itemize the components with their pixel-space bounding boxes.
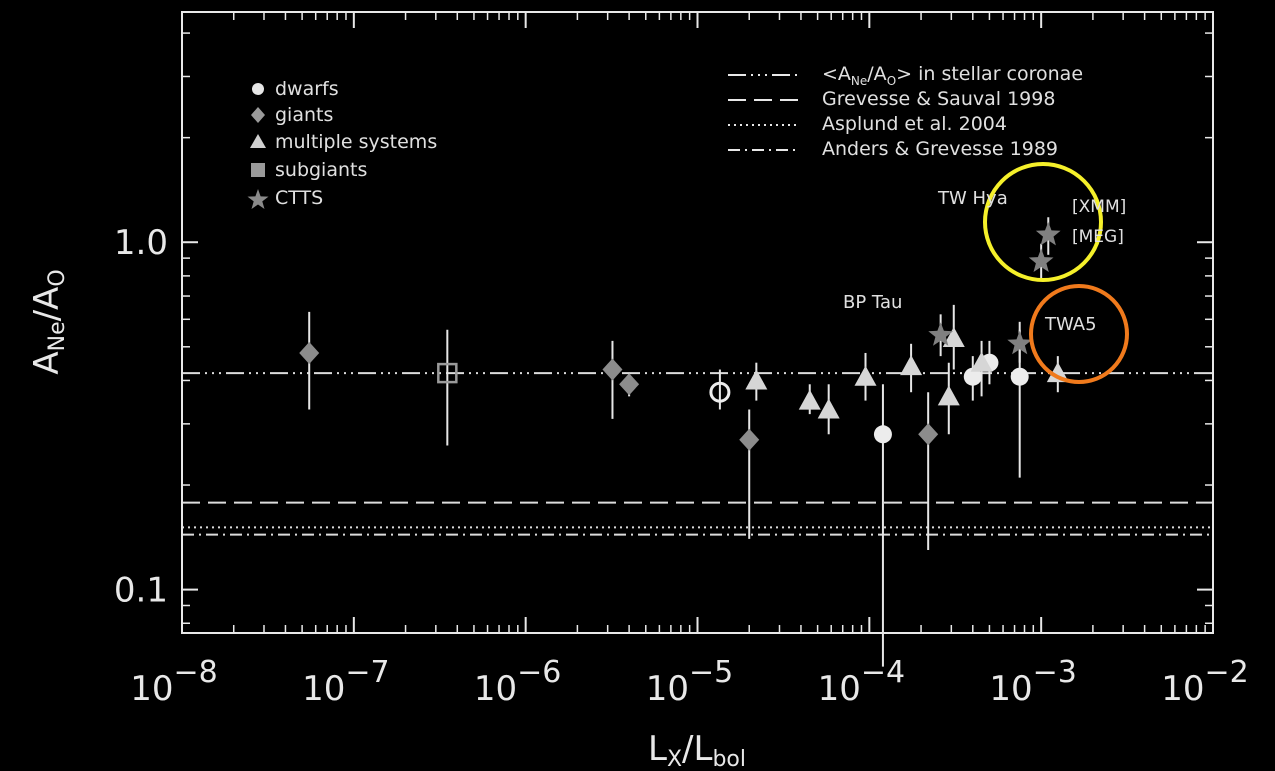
x-tick-base: 10 — [646, 669, 689, 709]
x-axis-title-main2: L — [694, 729, 713, 769]
line-legend: <ANe/AO> in stellar coronae Grevesse & S… — [728, 63, 1083, 160]
legend-coronae-post: > in stellar coronae — [896, 63, 1083, 85]
giants-point — [739, 428, 760, 451]
ctts-point — [1028, 248, 1054, 272]
y-axis-title-sub2: O — [45, 269, 70, 286]
y-axis-title-main2: A — [27, 287, 67, 310]
y-tick-labels: 1.0 0.1 — [114, 223, 168, 610]
multiple-systems-point — [745, 369, 768, 390]
x-tick-base: 10 — [474, 669, 517, 709]
multiple-systems-point — [817, 398, 840, 419]
y-axis-title-main: A — [27, 351, 67, 374]
twa5-highlight-circle — [1029, 284, 1129, 384]
x-tick-label: 10−3 — [989, 655, 1077, 709]
x-axis-title-sub2: bol — [712, 747, 746, 771]
x-tick-base: 10 — [989, 669, 1032, 709]
x-tick-exponent: −3 — [1033, 655, 1077, 690]
legend-coronae-mid: /A — [867, 63, 886, 85]
subgiants-point — [437, 362, 458, 384]
x-axis-title-main: L — [648, 729, 667, 769]
y-tick-label: 1.0 — [114, 223, 168, 263]
legend-ctts-marker — [247, 189, 269, 209]
multiple-systems-point — [1046, 362, 1069, 383]
multiple-systems-point — [854, 365, 877, 386]
marker-legend: dwarfs giants multiple systems subgiants… — [247, 78, 437, 209]
giants-point — [602, 358, 623, 381]
legend-multiple-label: multiple systems — [275, 131, 437, 153]
y-axis-title-sub1: Ne — [45, 321, 70, 351]
y-tick-label: 0.1 — [114, 571, 168, 611]
legend-anders-label: Anders & Grevesse 1989 — [822, 138, 1058, 160]
legend-dwarfs-label: dwarfs — [275, 78, 339, 100]
legend-giants-label: giants — [275, 104, 333, 126]
multiple-systems-point — [937, 385, 960, 406]
legend-grevesse-label: Grevesse & Sauval 1998 — [822, 88, 1055, 110]
data-markers — [299, 221, 1069, 451]
ctts-point — [1035, 221, 1061, 246]
tw-hya-highlight-circle — [983, 162, 1103, 282]
x-tick-label: 10−4 — [818, 655, 906, 709]
x-tick-exponent: −4 — [861, 655, 905, 690]
giants-point — [918, 423, 939, 446]
legend-dwarfs-marker — [252, 83, 264, 95]
x-tick-labels: 10−8 10−7 10−6 10−5 10−4 10−3 10−2 — [130, 655, 1249, 709]
x-tick-exponent: −2 — [1205, 655, 1249, 690]
y-axis-title: ANe/AO — [27, 269, 70, 374]
tw-hya-annotation: TW Hya — [937, 188, 1008, 209]
x-tick-label: 10−6 — [474, 655, 562, 709]
ctts-point — [1007, 330, 1033, 355]
dwarfs-point — [873, 425, 892, 444]
x-axis-title-slash: / — [682, 729, 694, 769]
x-tick-exponent: −5 — [689, 655, 733, 690]
multiple-systems-point — [798, 389, 821, 410]
x-tick-exponent: −7 — [345, 655, 389, 690]
x-tick-label: 10−2 — [1161, 655, 1249, 709]
bp-tau-annotation: BP Tau — [843, 292, 902, 313]
x-tick-label: 10−8 — [130, 655, 218, 709]
meg-annotation: [MEG] — [1072, 227, 1124, 247]
legend-subgiants-marker — [251, 163, 265, 177]
multiple-systems-point — [970, 351, 993, 372]
x-tick-label: 10−5 — [646, 655, 734, 709]
dwarfs-point — [1010, 367, 1029, 386]
legend-coronae-sub2: O — [887, 74, 896, 88]
x-tick-exponent: −8 — [174, 655, 218, 690]
legend-multiple-marker — [250, 134, 266, 148]
dwarfs-point — [963, 367, 982, 386]
x-tick-base: 10 — [1161, 669, 1204, 709]
x-tick-label: 10−7 — [302, 655, 390, 709]
legend-coronae-label: <ANe/AO> in stellar coronae — [822, 63, 1083, 88]
legend-giants-marker — [251, 107, 265, 123]
ctts-point — [928, 322, 953, 346]
giants-point — [619, 373, 640, 396]
x-tick-base: 10 — [130, 669, 173, 709]
x-axis-title: LX/Lbol — [648, 729, 746, 771]
legend-asplund-label: Asplund et al. 2004 — [822, 113, 1007, 135]
reference-lines — [182, 372, 1213, 536]
dwarfs-point — [709, 381, 731, 403]
giants-point — [299, 341, 320, 364]
axis-ticks — [181, 12, 1214, 633]
x-tick-base: 10 — [818, 669, 861, 709]
legend-coronae-sub1: Ne — [851, 74, 867, 88]
multiple-systems-point — [900, 355, 923, 376]
x-axis-title-sub1: X — [667, 747, 682, 771]
legend-subgiants-label: subgiants — [275, 159, 367, 181]
x-tick-exponent: −6 — [517, 655, 561, 690]
legend-ctts-label: CTTS — [275, 187, 323, 209]
y-axis-title-slash: / — [27, 309, 67, 321]
xmm-annotation: [XMM] — [1072, 197, 1126, 217]
multiple-systems-point — [942, 327, 965, 348]
x-tick-base: 10 — [302, 669, 345, 709]
legend-coronae-pre: <A — [822, 63, 851, 85]
twa5-annotation: TWA5 — [1044, 314, 1097, 335]
